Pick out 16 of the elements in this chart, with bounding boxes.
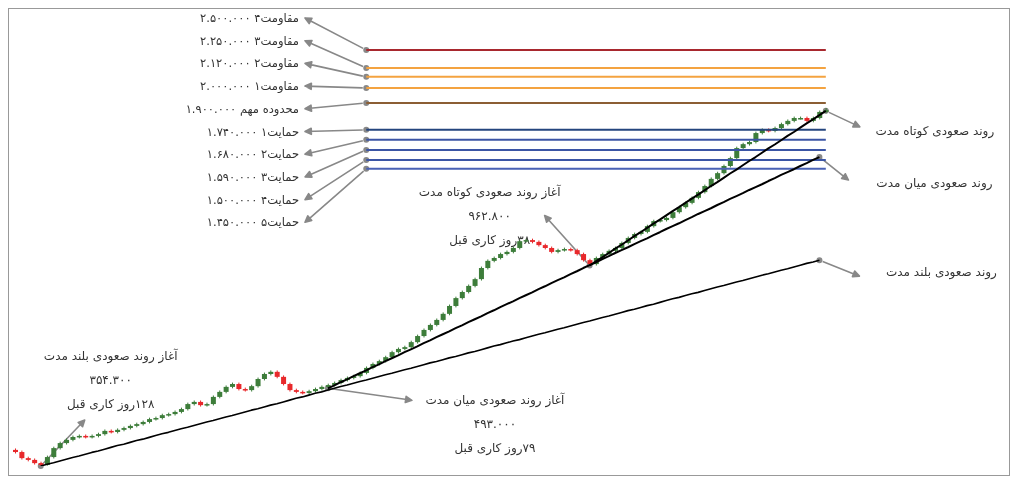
- text: روند صعودی میان مدت: [876, 176, 993, 192]
- annotation: آغاز روند صعودی بلند مدت ۳۵۴.۳۰۰ ۱۲۸روز کاری قبل: [43, 348, 179, 412]
- ref-line-label: حمایت۳ ۱.۵۹۰.۰۰۰: [206, 169, 299, 184]
- ref-line-label: محدوده مهم ۱.۹۰۰.۰۰۰: [185, 101, 299, 117]
- ref-line-label: حمایت۴ ۱.۵۰۰.۰۰۰: [206, 192, 299, 207]
- annotation: آغاز روند صعودی میان مدت ۴۹۳.۰۰۰ ۷۹روز کاری قبل: [425, 392, 566, 457]
- text: روند صعودی بلند مدت: [886, 265, 998, 281]
- ref-line-label: حمایت۱ ۱.۷۴۰.۰۰۰: [206, 124, 299, 139]
- ref-line-label: مقاومت۴ ۲.۵۰۰.۰۰۰: [200, 11, 299, 26]
- annotation: آغاز روند صعودی کوتاه مدت ۹۶۲.۸۰۰ ۳۸روز کاری قبل: [418, 183, 562, 248]
- ref-line-label: مقاومت۳ ۲.۲۵۰.۰۰۰: [200, 33, 299, 49]
- ref-line-label: حمایت۲ ۱.۶۸۰.۰۰۰: [206, 147, 299, 162]
- ref-line-label: مقاومت۲ ۲.۱۲۰.۰۰۰: [200, 56, 299, 72]
- ref-line-label: مقاومت۱ ۲.۰۰۰.۰۰۰: [200, 79, 299, 95]
- text: روند صعودی کوتاه مدت: [875, 123, 995, 139]
- ref-line-label: حمایت۵ ۱.۴۵۰.۰۰۰: [206, 215, 299, 230]
